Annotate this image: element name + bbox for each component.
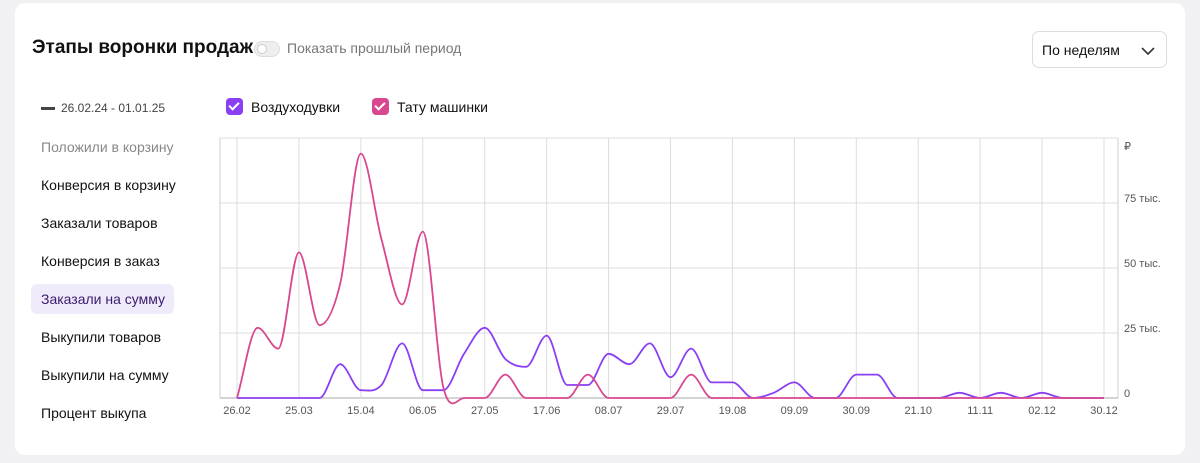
dropdown-label: По неделям: [1042, 42, 1120, 58]
legend-label: Тату машинки: [397, 99, 488, 115]
legend-item[interactable]: Тату машинки: [372, 98, 488, 115]
x-tick-label: 30.09: [843, 405, 871, 417]
metric-item[interactable]: Заказали товаров: [41, 215, 158, 231]
x-tick-label: 25.03: [285, 405, 313, 417]
legend-checkbox[interactable]: [372, 98, 389, 115]
series-line: [237, 326, 1104, 399]
x-tick-label: 19.08: [719, 405, 747, 417]
y-tick-label: 0: [1124, 388, 1130, 400]
x-tick-label: 27.05: [471, 405, 499, 417]
chevron: [1141, 47, 1155, 56]
x-tick-label: 26.02: [223, 405, 251, 417]
y-tick-label: 25 тыс.: [1124, 323, 1161, 335]
selected-highlight: [31, 284, 174, 314]
x-tick-label: 11.11: [967, 405, 993, 417]
x-tick-label: 06.05: [409, 405, 437, 417]
legend-checkbox[interactable]: [226, 98, 243, 115]
legend-label: Воздуходувки: [251, 99, 341, 115]
toggle[interactable]: [254, 41, 280, 57]
metric-item[interactable]: Процент выкупа: [41, 405, 147, 421]
x-tick-label: 17.06: [533, 405, 561, 417]
toggle-label[interactable]: Показать прошлый период: [287, 40, 462, 56]
y-tick-label: 50 тыс.: [1124, 258, 1161, 270]
metric-item[interactable]: Конверсия в корзину: [41, 177, 176, 193]
dropdown[interactable]: По неделям: [1032, 31, 1167, 68]
legend-item[interactable]: Воздуходувки: [226, 98, 340, 115]
metric-item[interactable]: Положили в корзину: [41, 139, 174, 155]
y-tick-label: 75 тыс.: [1124, 193, 1161, 205]
x-tick-label: 09.09: [781, 405, 809, 417]
x-tick-label: 29.07: [657, 405, 685, 417]
metric-item[interactable]: Конверсия в заказ: [41, 253, 160, 269]
metric-item[interactable]: Выкупили товаров: [41, 329, 162, 345]
metric-item[interactable]: Выкупили на сумму: [41, 367, 169, 383]
period-swatch: [41, 107, 55, 110]
x-tick-label: 02.12: [1028, 405, 1056, 417]
x-tick-label: 30.12: [1090, 405, 1118, 417]
period: 26.02.24 - 01.01.25: [61, 101, 166, 115]
y-unit: ₽: [1124, 141, 1131, 153]
title: Этапы воронки продаж: [32, 37, 254, 58]
x-tick-label: 21.10: [904, 405, 932, 417]
x-tick-label: 08.07: [595, 405, 623, 417]
card: [15, 3, 1185, 455]
series-line: [236, 152, 1104, 405]
x-tick-label: 15.04: [347, 405, 375, 417]
metric-item[interactable]: Заказали на сумму: [41, 291, 166, 307]
